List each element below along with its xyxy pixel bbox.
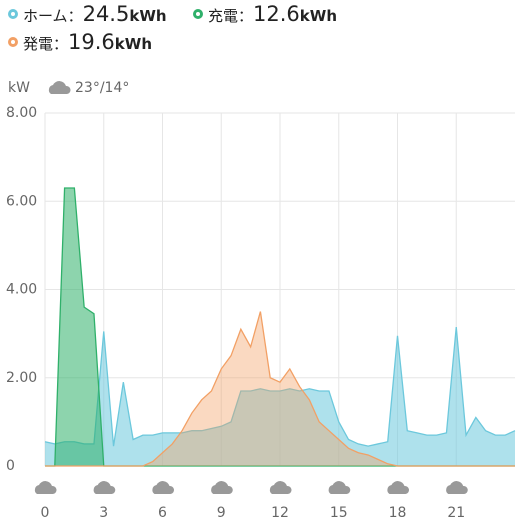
cloud [211,481,233,494]
y-tick-label: 6.00 [6,193,37,209]
weather-icon [446,481,468,494]
cloud [446,481,468,494]
weather-icon [269,481,292,494]
legend-name: 発電 [23,35,54,53]
legend-separator: ： [238,7,254,25]
legend-item: 充電： 12.6 kWh [193,2,337,26]
legend-separator: ： [67,7,83,25]
y-axis-label: kW [8,80,30,96]
legend-name: ホーム [23,7,68,25]
x-tick-label: 6 [158,505,167,521]
legend-dot [193,9,203,19]
cloud [328,481,351,494]
y-tick-label: 4.00 [6,282,37,298]
line [45,311,515,467]
weather-icon [387,481,410,494]
weather-icon [93,481,116,494]
weather-icon [328,481,351,494]
weather-icon [211,481,233,494]
weather: 23°/14° [75,80,129,96]
legend-unit: kWh [129,7,167,25]
legend-separator: ： [53,35,69,53]
cloud [152,481,175,494]
y-tick-label: 2.00 [6,370,37,386]
y-tick-label: 8.00 [6,105,37,121]
legend-item: ホーム： 24.5 kWh [8,2,167,26]
area [45,188,515,466]
cloud [93,481,116,494]
weather-icon [34,481,57,494]
x-tick-label: 18 [389,505,407,521]
x-tick-label: 15 [330,505,348,521]
x-tick-label: 12 [271,505,289,521]
area [45,327,515,466]
legend-name: 充電 [208,7,239,25]
y-tick-label: 0 [6,458,15,474]
line [44,326,516,447]
cloud [34,481,57,494]
legend-total: 12.6 [253,2,300,26]
legend-total: 24.5 [82,2,130,26]
x-tick-label: 0 [41,505,50,521]
legend-total: 19.6 [68,30,115,54]
legend-unit: kWh [114,35,152,53]
cloud [269,481,292,494]
x-tick-label: 3 [99,505,108,521]
cloud [387,481,410,494]
weather-icon [48,81,71,94]
area [45,311,515,466]
legend-dot [8,37,18,47]
legend-item: 発電： 19.6 kWh [8,30,152,54]
weather-icon [152,481,175,494]
legend-dot [8,9,18,19]
x-tick-label: 9 [217,505,226,521]
x-tick-label: 21 [447,505,465,521]
legend-unit: kWh [299,7,337,25]
